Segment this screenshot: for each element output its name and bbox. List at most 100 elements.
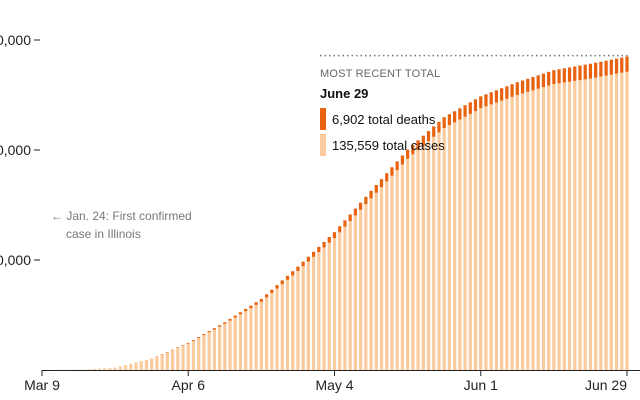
annotation-line1: ← Jan. 24: First confirmed xyxy=(51,209,192,223)
deaths-bar xyxy=(515,82,519,95)
deaths-bar xyxy=(468,102,472,114)
cases-bar xyxy=(238,314,243,370)
cases-bar xyxy=(338,232,342,370)
cases-bar xyxy=(311,256,316,370)
cases-bar xyxy=(317,252,321,370)
deaths-bar xyxy=(567,67,572,82)
deaths-bar xyxy=(197,337,201,338)
cases-bar xyxy=(223,323,227,370)
x-axis: Mar 9 Apr 6 May 4 Jun 1 Jun 29 xyxy=(24,370,628,393)
cases-bar xyxy=(270,293,274,370)
cases-bar xyxy=(453,122,457,370)
deaths-bar xyxy=(437,121,441,133)
cases-bar xyxy=(343,226,347,370)
deaths-bar xyxy=(557,69,561,84)
cases-bar xyxy=(244,311,248,370)
cases-bar xyxy=(374,192,378,370)
cases-bar xyxy=(526,91,530,370)
deaths-bar xyxy=(406,149,410,159)
cases-bar xyxy=(578,80,582,371)
cases-bar xyxy=(437,132,441,370)
cases-bar xyxy=(123,365,128,370)
deaths-bar xyxy=(458,108,462,120)
deaths-bar xyxy=(421,135,425,146)
deaths-bar xyxy=(291,271,295,276)
cases-bar xyxy=(191,340,196,370)
cases-bar xyxy=(103,368,107,370)
deaths-bar xyxy=(306,256,311,262)
cases-bar xyxy=(426,141,431,370)
deaths-bar xyxy=(233,315,237,318)
cases-bar xyxy=(531,90,535,371)
cases-bar xyxy=(165,352,169,370)
deaths-bar xyxy=(390,167,394,176)
deaths-bar xyxy=(364,196,368,205)
deaths-bar xyxy=(207,331,211,333)
deaths-bar xyxy=(338,226,342,233)
deaths-bar xyxy=(599,61,603,77)
deaths-bar xyxy=(264,294,269,298)
deaths-bar xyxy=(176,347,180,348)
deaths-bar xyxy=(594,62,598,78)
cases-bar xyxy=(233,317,237,370)
deaths-bar xyxy=(244,308,248,312)
deaths-bar xyxy=(285,275,290,280)
cases-label: 135,559 total cases xyxy=(332,137,445,153)
cases-bar xyxy=(609,74,613,370)
cases-bar xyxy=(322,247,326,370)
cases-bar xyxy=(489,104,493,370)
deaths-bar xyxy=(358,202,363,210)
cases-bar xyxy=(144,360,149,370)
deaths-bar xyxy=(447,114,452,126)
deaths-bar xyxy=(479,96,483,109)
cases-bar xyxy=(129,364,133,370)
deaths-bar xyxy=(280,280,284,285)
deaths-bar xyxy=(385,173,389,182)
cases-bar xyxy=(625,71,629,370)
legend-heading: MOST RECENT TOTAL xyxy=(320,68,441,80)
deaths-bar xyxy=(181,345,185,346)
y-tick-label: 150,000 xyxy=(0,32,31,48)
cases-bar xyxy=(520,93,525,370)
cases-bar xyxy=(562,82,566,370)
deaths-bar xyxy=(442,117,446,128)
cases-bar xyxy=(552,84,556,370)
cases-bar xyxy=(557,83,561,370)
deaths-bar xyxy=(494,90,499,103)
cases-bar xyxy=(458,119,462,370)
deaths-bar xyxy=(432,126,436,137)
deaths-bar xyxy=(400,155,405,165)
cases-bar xyxy=(254,304,258,370)
cases-bar xyxy=(228,320,232,370)
cases-bar xyxy=(385,181,389,370)
deaths-bar xyxy=(453,111,457,123)
cases-bar xyxy=(416,150,420,370)
deaths-bar xyxy=(489,92,493,105)
cases-bar xyxy=(494,102,499,371)
cases-bar xyxy=(181,345,185,370)
cases-bar xyxy=(379,187,384,370)
deaths-bar xyxy=(578,65,582,81)
cases-bar xyxy=(510,96,514,370)
cases-bar xyxy=(364,204,368,370)
cases-bar xyxy=(406,158,410,370)
deaths-bar xyxy=(395,161,399,171)
deaths-bar xyxy=(254,302,258,305)
cases-bar xyxy=(285,279,290,370)
cases-bar xyxy=(358,209,363,370)
y-tick-label: 50,000 xyxy=(0,252,31,268)
deaths-bar xyxy=(416,140,420,150)
x-tick-label: Jun 29 xyxy=(585,377,627,393)
cases-bar xyxy=(348,221,352,370)
deaths-bar xyxy=(552,70,556,84)
cases-bar xyxy=(207,332,211,370)
deaths-bar xyxy=(463,105,467,117)
cases-bar xyxy=(160,354,164,370)
deaths-bar xyxy=(379,179,384,188)
cases-bar xyxy=(583,79,587,371)
deaths-bar xyxy=(411,144,415,155)
cases-bar xyxy=(541,87,546,371)
deaths-bar xyxy=(573,66,577,81)
deaths-bar xyxy=(212,328,216,330)
cases-bar xyxy=(139,361,143,370)
